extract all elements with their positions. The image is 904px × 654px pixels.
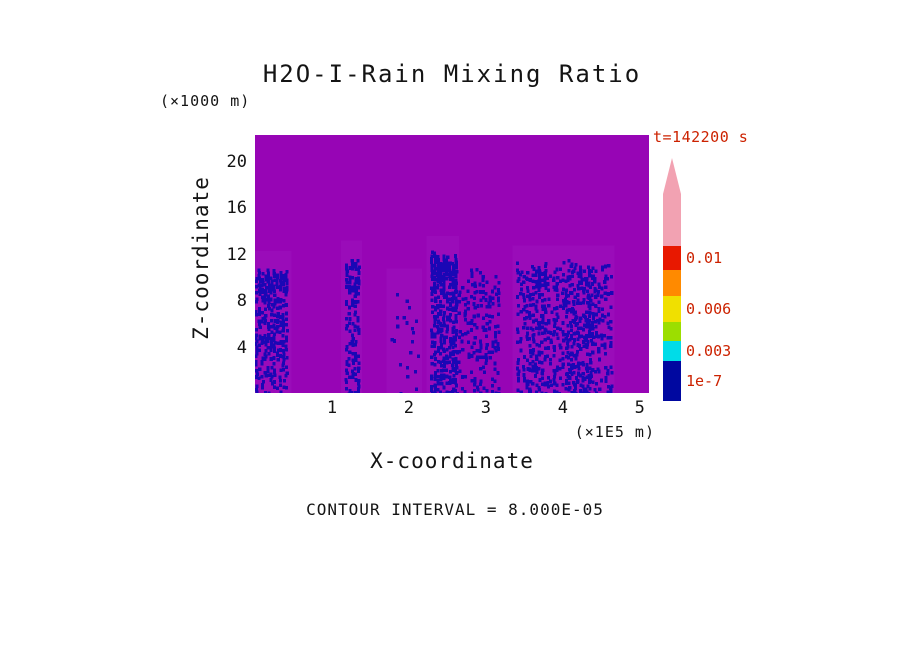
x-axis-title: X-coordinate [370,449,534,473]
x-tick-label: 2 [403,398,415,418]
colorbar-segment [663,322,681,341]
y-tick-label: 20 [226,151,247,172]
contour-interval-note: CONTOUR INTERVAL = 8.000E-05 [306,500,604,519]
plot-area [255,135,649,393]
mixing-ratio-field [255,135,649,393]
colorbar-label: 0.003 [686,342,732,360]
colorbar-label: 0.006 [686,300,732,318]
colorbar-segment [663,270,681,296]
x-tick-label: 3 [480,398,491,418]
x-tick-label: 1 [326,398,338,418]
colorbar-segment [663,246,681,270]
y-tick-label: 8 [236,291,247,312]
x-tick-label: 4 [557,398,568,418]
colorbar-label: 0.01 [686,249,723,267]
x-axis-unit-label: (×1E5 m) [574,423,655,441]
colorbar-segment [663,361,681,401]
y-tick-label: 16 [226,198,247,219]
y-tick-label: 12 [226,244,247,265]
x-tick-label: 5 [634,398,645,418]
colorbar-overflow-arrow-icon [663,158,681,194]
time-label: t=142200 s [653,128,749,146]
colorbar-label: 1e-7 [686,372,723,390]
y-axis-unit-label: (×1000 m) [160,92,251,110]
colorbar [663,158,681,401]
colorbar-segment [663,194,681,246]
chart-title: H2O-I-Rain Mixing Ratio [262,60,642,88]
y-tick-label: 4 [236,337,247,358]
colorbar-segment [663,296,681,322]
colorbar-segment [663,341,681,361]
